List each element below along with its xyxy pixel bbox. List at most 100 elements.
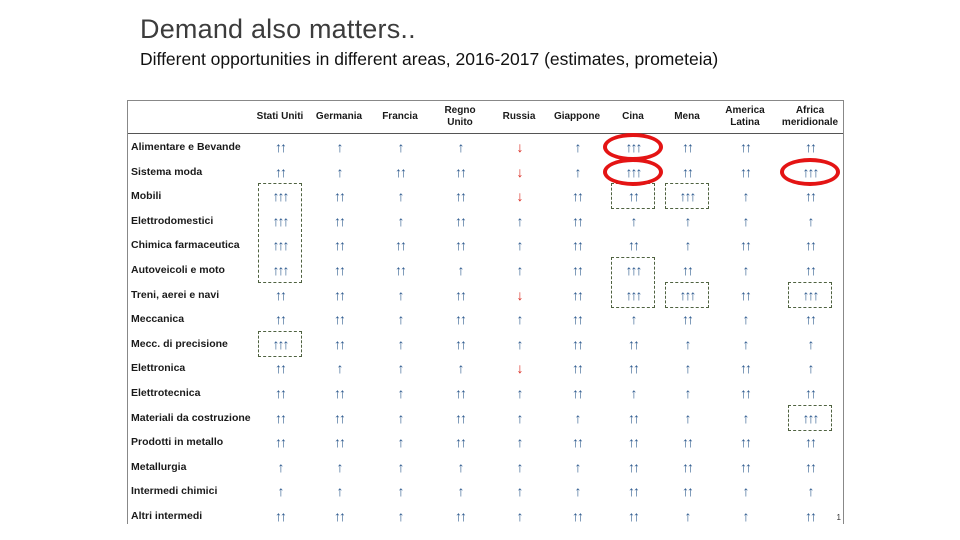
arrow-up-icon: ↑↑	[275, 139, 287, 155]
arrow-up-icon: ↑↑	[334, 188, 346, 205]
column-header-africa-meridionale: Africa meridionale	[781, 105, 839, 128]
arrow-up-icon: ↑↑	[455, 409, 467, 426]
row-label-chimica-farmaceutica: Chimica farmaceutica	[131, 239, 240, 252]
column-header-cina: Cina	[622, 111, 644, 122]
arrow-up-icon: ↑	[516, 262, 524, 278]
column-header-america-latina: America Latina	[725, 105, 765, 128]
arrow-up-icon: ↑↑	[275, 360, 287, 377]
arrow-up-icon: ↑↑	[334, 409, 346, 426]
row-label-metallurgia: Metallurgia	[131, 460, 187, 473]
arrow-up-icon: ↑	[457, 360, 465, 377]
arrow-up-icon: ↑↑	[572, 508, 584, 524]
arrow-up-icon: ↑↑	[740, 163, 752, 180]
arrow-up-icon: ↑↑↑	[272, 188, 290, 205]
arrow-up-icon: ↑	[574, 458, 582, 475]
arrow-up-icon: ↑↑	[334, 237, 346, 254]
header-rule	[128, 133, 843, 134]
page-subtitle: Different opportunities in different are…	[140, 49, 719, 69]
arrow-up-icon: ↑	[742, 262, 750, 278]
arrow-down-icon: ↓	[516, 188, 524, 205]
arrow-up-icon: ↑	[397, 434, 405, 451]
arrow-up-icon: ↑	[516, 483, 524, 500]
arrow-down-icon: ↓	[516, 360, 524, 377]
arrow-up-icon: ↑	[684, 360, 692, 377]
arrow-up-icon: ↑↑↑	[625, 262, 643, 278]
arrow-up-icon: ↑	[807, 212, 815, 229]
column-header-germania: Germania	[315, 111, 363, 122]
arrow-up-icon: ↑	[807, 335, 815, 352]
arrow-up-icon: ↑	[397, 188, 405, 205]
arrow-up-icon: ↑	[684, 237, 692, 254]
row-label-alimentare-e-bevande: Alimentare e Bevande	[131, 141, 241, 153]
arrow-up-icon: ↑↑	[334, 262, 346, 278]
column-header-russia: Russia	[502, 111, 536, 122]
arrow-up-icon: ↑↑	[334, 311, 346, 328]
arrow-up-icon: ↑↑	[740, 360, 752, 377]
arrow-up-icon: ↑	[397, 335, 405, 352]
arrow-up-icon: ↑↑↑	[802, 286, 820, 303]
arrow-up-icon: ↑↑	[572, 212, 584, 229]
arrow-up-icon: ↑↑	[455, 311, 467, 328]
arrow-up-icon: ↑	[742, 508, 750, 524]
arrow-up-icon: ↑	[277, 483, 285, 500]
arrow-up-icon: ↑↑	[455, 385, 467, 401]
arrow-up-icon: ↑	[684, 409, 692, 426]
arrow-down-icon: ↓	[516, 286, 524, 303]
column-header-mena: Mena	[674, 111, 700, 122]
row-label-intermedi-chimici: Intermedi chimici	[131, 485, 218, 498]
arrow-up-icon: ↑↑	[682, 483, 694, 500]
arrow-up-icon: ↑	[516, 385, 524, 401]
arrow-up-icon: ↑	[336, 139, 344, 155]
forecast-table: 1 Stati Uniti Germania Francia Regno Unito R…	[127, 100, 844, 524]
arrow-up-icon: ↑↑	[740, 385, 752, 401]
arrow-up-icon: ↑↑	[805, 262, 817, 278]
row-label-mecc-di-precisione: Mecc. di precisione	[131, 337, 228, 350]
column-header-regno-unito: Regno Unito	[444, 105, 476, 128]
arrow-up-icon: ↑	[516, 434, 524, 451]
arrow-up-icon: ↑↑	[805, 458, 817, 475]
arrow-up-icon: ↑	[397, 458, 405, 475]
arrow-up-icon: ↑↑↑	[625, 286, 643, 303]
arrow-up-icon: ↑↑	[455, 286, 467, 303]
arrow-up-icon: ↑↑↑	[272, 237, 290, 254]
column-header-giappone: Giappone	[553, 111, 601, 122]
arrow-up-icon: ↑	[397, 483, 405, 500]
arrow-up-icon: ↑↑	[805, 385, 817, 401]
dashed-highlight-box	[788, 404, 832, 431]
arrow-up-icon: ↑	[516, 508, 524, 524]
arrow-up-icon: ↑↑↑	[802, 409, 820, 426]
arrow-up-icon: ↑	[742, 483, 750, 500]
arrow-up-icon: ↑	[574, 139, 582, 155]
row-label-prodotti-in-metallo: Prodotti in metallo	[131, 436, 224, 449]
arrow-up-icon: ↑	[742, 212, 750, 229]
arrow-up-icon: ↑↑	[455, 237, 467, 254]
arrow-up-icon: ↑↑	[572, 311, 584, 328]
arrow-up-icon: ↑	[742, 335, 750, 352]
arrow-up-icon: ↑↑	[455, 508, 467, 524]
arrow-up-icon: ↑	[684, 508, 692, 524]
arrow-up-icon: ↑↑	[572, 385, 584, 401]
arrow-up-icon: ↑↑	[805, 434, 817, 451]
arrow-up-icon: ↑↑	[395, 237, 407, 254]
arrow-up-icon: ↑↑	[682, 434, 694, 451]
arrow-up-icon: ↑↑	[628, 237, 640, 254]
arrow-up-icon: ↑↑	[682, 458, 694, 475]
arrow-up-icon: ↑	[336, 163, 344, 180]
arrow-up-icon: ↑↑	[682, 262, 694, 278]
arrow-up-icon: ↑	[397, 409, 405, 426]
arrow-down-icon: ↓	[516, 163, 524, 180]
arrow-down-icon: ↓	[516, 139, 524, 155]
arrow-up-icon: ↑	[397, 212, 405, 229]
arrow-up-icon: ↑	[742, 311, 750, 328]
arrow-up-icon: ↑↑	[740, 237, 752, 254]
arrow-up-icon: ↑↑	[805, 508, 817, 524]
arrow-up-icon: ↑	[807, 483, 815, 500]
arrow-up-icon: ↑↑	[334, 434, 346, 451]
arrow-up-icon: ↑↑	[805, 188, 817, 205]
row-label-treni-aerei-e-navi: Treni, aerei e navi	[131, 288, 220, 301]
arrow-up-icon: ↑	[277, 458, 285, 475]
arrow-up-icon: ↑↑	[572, 286, 584, 303]
arrow-up-icon: ↑	[516, 458, 524, 475]
arrow-up-icon: ↑↑	[572, 360, 584, 377]
row-label-meccanica: Meccanica	[131, 313, 185, 326]
